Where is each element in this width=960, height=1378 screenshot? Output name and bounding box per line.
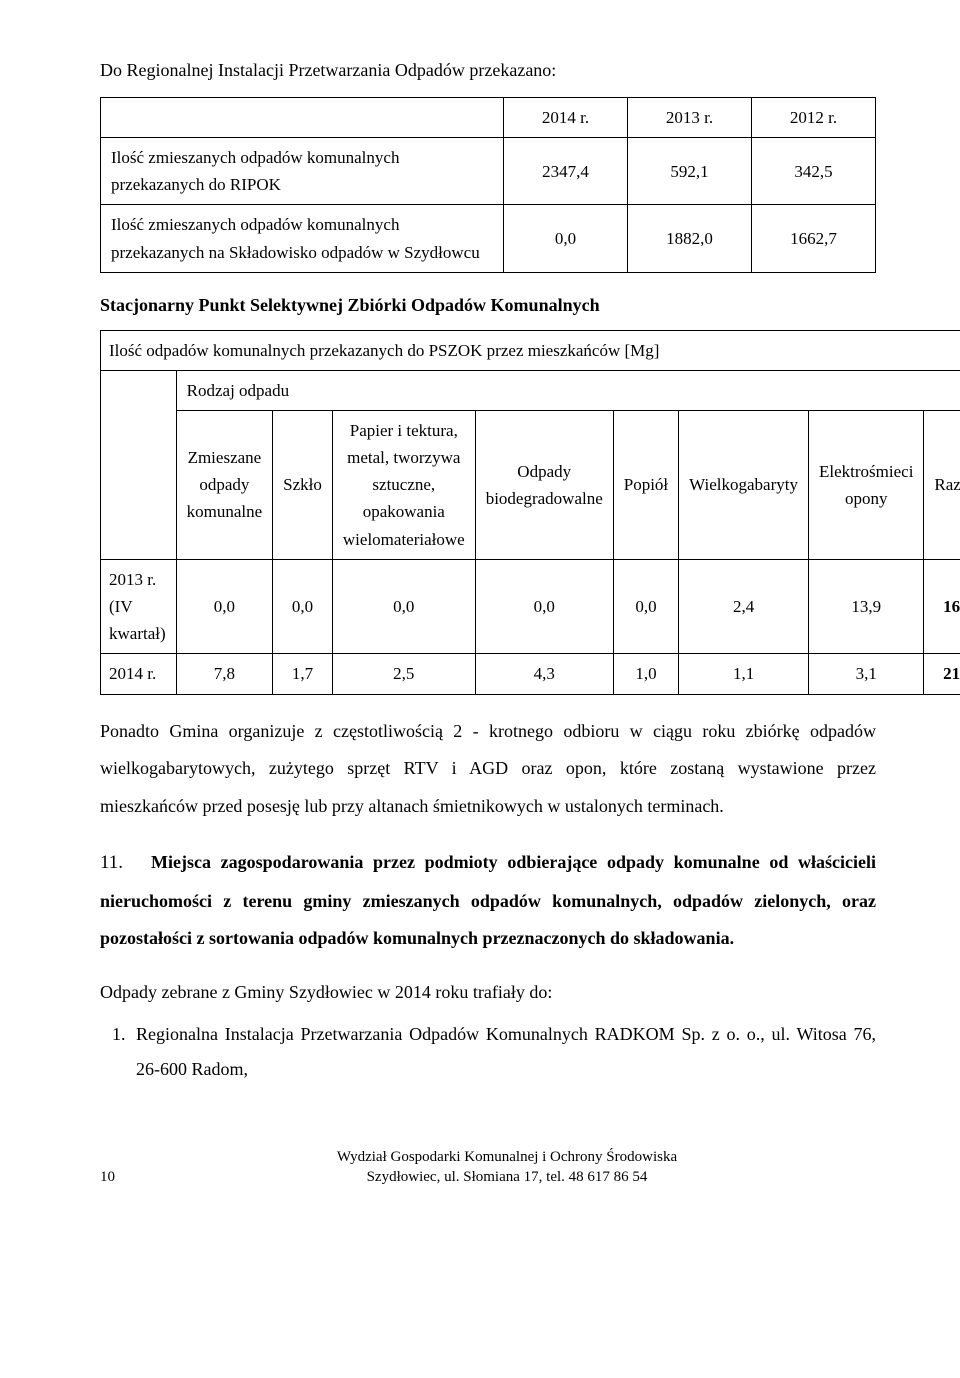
header-empty: [101, 370, 177, 559]
table-row: Ilość odpadów komunalnych przekazanych d…: [101, 330, 960, 370]
row-label: 2014 r.: [101, 654, 177, 694]
footer-center: Wydział Gospodarki Komunalnej i Ochrony …: [138, 1147, 876, 1188]
footer-line-1: Wydział Gospodarki Komunalnej i Ochrony …: [138, 1147, 876, 1167]
table-row: Zmieszane odpady komunalne Szkło Papier …: [101, 410, 960, 559]
row-label: Ilość zmieszanych odpadów komunalnych pr…: [101, 137, 504, 204]
cell-total: 16,3: [924, 559, 960, 654]
column-header: Popiół: [613, 410, 678, 559]
cell-value: 1662,7: [752, 205, 876, 272]
cell-value: 342,5: [752, 137, 876, 204]
page-number: 10: [100, 1167, 138, 1187]
section-title-text: Miejsca zagospodarowania przez podmioty …: [100, 852, 876, 948]
column-header: Papier i tektura, metal, tworzywa sztucz…: [332, 410, 475, 559]
header-empty: [101, 97, 504, 137]
column-header: Zmieszane odpady komunalne: [176, 410, 273, 559]
cell-value: 0,0: [613, 559, 678, 654]
table-row: Ilość zmieszanych odpadów komunalnych pr…: [101, 137, 876, 204]
cell-value: 13,9: [809, 559, 924, 654]
cell-value: 592,1: [628, 137, 752, 204]
cell-value: 0,0: [504, 205, 628, 272]
row-label: 2013 r. (IV kwartał): [101, 559, 177, 654]
document-page: Do Regionalnej Instalacji Przetwarzania …: [0, 0, 960, 1232]
cell-value: 2,5: [332, 654, 475, 694]
cell-value: 0,0: [176, 559, 273, 654]
table-row: 2013 r. (IV kwartał) 0,0 0,0 0,0 0,0 0,0…: [101, 559, 960, 654]
cell-value: 2347,4: [504, 137, 628, 204]
pszok-section-title: Stacjonarny Punkt Selektywnej Zbiórki Od…: [100, 291, 876, 320]
column-header: Elektrośmieci opony: [809, 410, 924, 559]
column-header: Odpady biodegradowalne: [475, 410, 613, 559]
header-year: 2013 r.: [628, 97, 752, 137]
page-footer: 10 Wydział Gospodarki Komunalnej i Ochro…: [100, 1147, 876, 1188]
cell-value: 0,0: [475, 559, 613, 654]
list-item: Regionalna Instalacja Przetwarzania Odpa…: [130, 1017, 876, 1087]
cell-value: 3,1: [809, 654, 924, 694]
footer-line-2: Szydłowiec, ul. Słomiana 17, tel. 48 617…: [138, 1167, 876, 1187]
body-paragraph: Ponadto Gmina organizuje z częstotliwośc…: [100, 713, 876, 826]
row-label: Ilość zmieszanych odpadów komunalnych pr…: [101, 205, 504, 272]
table-row: 2014 r. 7,8 1,7 2,5 4,3 1,0 1,1 3,1 21,5: [101, 654, 960, 694]
intro-paragraph: Do Regionalnej Instalacji Przetwarzania …: [100, 56, 876, 85]
cell-value: 1,1: [679, 654, 809, 694]
pszok-table: Ilość odpadów komunalnych przekazanych d…: [100, 330, 960, 695]
cell-value: 0,0: [332, 559, 475, 654]
section-11: 11.Miejsca zagospodarowania przez podmio…: [100, 844, 876, 957]
cell-value: 7,8: [176, 654, 273, 694]
table-row: Ilość zmieszanych odpadów komunalnych pr…: [101, 205, 876, 272]
cell-value: 0,0: [273, 559, 333, 654]
cell-value: 4,3: [475, 654, 613, 694]
header-year: 2014 r.: [504, 97, 628, 137]
column-header: Wielkogabaryty: [679, 410, 809, 559]
ripok-table: 2014 r. 2013 r. 2012 r. Ilość zmieszanyc…: [100, 97, 876, 273]
sub-paragraph: Odpady zebrane z Gminy Szydłowiec w 2014…: [100, 975, 876, 1009]
cell-value: 1,7: [273, 654, 333, 694]
cell-value: 1882,0: [628, 205, 752, 272]
column-header: Szkło: [273, 410, 333, 559]
cell-value: 2,4: [679, 559, 809, 654]
section-number: 11.: [100, 852, 123, 873]
table-caption: Ilość odpadów komunalnych przekazanych d…: [101, 330, 960, 370]
cell-total: 21,5: [924, 654, 960, 694]
cell-value: 1,0: [613, 654, 678, 694]
table-row: Rodzaj odpadu: [101, 370, 960, 410]
column-header: Razem: [924, 410, 960, 559]
destination-list: Regionalna Instalacja Przetwarzania Odpa…: [124, 1017, 876, 1087]
table-row: 2014 r. 2013 r. 2012 r.: [101, 97, 876, 137]
rodzaj-header: Rodzaj odpadu: [176, 370, 960, 410]
header-year: 2012 r.: [752, 97, 876, 137]
